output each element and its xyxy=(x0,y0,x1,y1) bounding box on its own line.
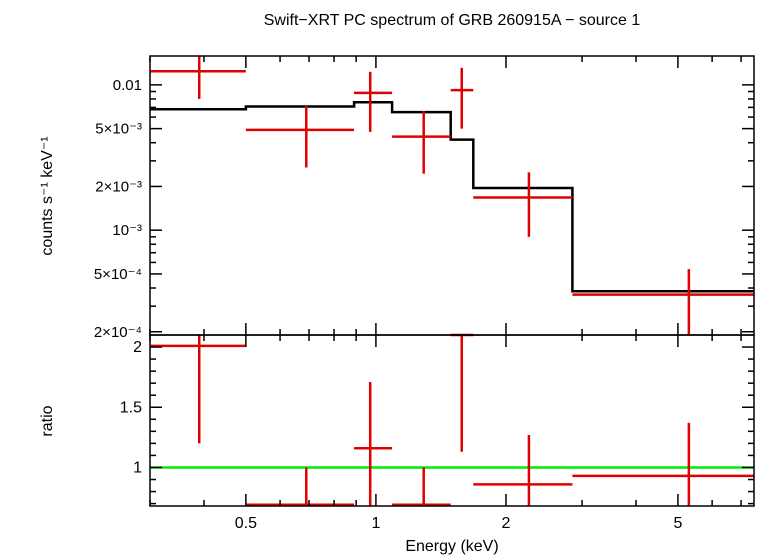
ratio-x-ticks: 0.5 1 2 5 xyxy=(149,335,742,532)
x-tick-label: 2 xyxy=(502,515,511,532)
ratio-point-4 xyxy=(392,467,451,507)
data-point-3 xyxy=(354,71,393,132)
model-step-line xyxy=(150,100,754,293)
data-point-7 xyxy=(572,269,754,335)
top-y-tick-label: 0.01 xyxy=(113,77,142,94)
top-y-tick-label: 10⁻³ xyxy=(112,222,142,239)
data-point-1 xyxy=(150,56,246,99)
ratio-y-tick-label: 1.5 xyxy=(120,399,142,416)
top-y-tick-label: 2×10⁻³ xyxy=(95,178,142,195)
ratio-point-2 xyxy=(245,467,355,507)
ratio-points-group xyxy=(150,333,754,507)
ratio-y-axis: 11.52 xyxy=(120,339,754,505)
data-point-2 xyxy=(245,106,355,168)
top-y-tick-label: 5×10⁻⁴ xyxy=(94,266,142,283)
ratio-point-6 xyxy=(473,434,573,506)
ratio-point-1 xyxy=(150,335,246,444)
top-x-ticks xyxy=(149,56,742,335)
ratio-panel: 11.52 0.5 1 2 5 xyxy=(120,333,754,532)
ratio-point-7 xyxy=(572,422,754,506)
x-tick-label: 5 xyxy=(673,515,682,532)
top-y-axis-label: counts s⁻¹ keV⁻¹ xyxy=(39,136,56,255)
x-axis-label: Energy (keV) xyxy=(405,538,498,555)
top-y-tick-label: 5×10⁻³ xyxy=(95,121,142,138)
data-point-4 xyxy=(392,111,451,174)
data-points-group xyxy=(150,56,754,335)
spectrum-panel: 0.01 5×10⁻³ 2×10⁻³ 10⁻³ 5×10⁻⁴ 2×10⁻⁴ xyxy=(94,56,754,341)
ratio-y-tick-label: 1 xyxy=(133,459,142,476)
top-y-tick-label: 2×10⁻⁴ xyxy=(94,324,142,341)
ratio-point-3 xyxy=(354,381,393,506)
data-point-5 xyxy=(450,67,474,129)
ratio-y-tick-label: 2 xyxy=(133,339,142,356)
top-y-axis: 0.01 5×10⁻³ 2×10⁻³ 10⁻³ 5×10⁻⁴ 2×10⁻⁴ xyxy=(94,77,754,341)
data-point-6 xyxy=(473,172,573,237)
spectrum-frame xyxy=(149,55,755,336)
x-tick-label: 0.5 xyxy=(235,515,257,532)
ratio-frame xyxy=(149,334,755,507)
chart-title: Swift−XRT PC spectrum of GRB 260915A − s… xyxy=(264,12,641,29)
x-tick-label: 1 xyxy=(371,515,380,532)
ratio-point-5 xyxy=(450,333,474,452)
model-group xyxy=(150,100,754,293)
ratio-y-axis-label: ratio xyxy=(39,405,56,436)
